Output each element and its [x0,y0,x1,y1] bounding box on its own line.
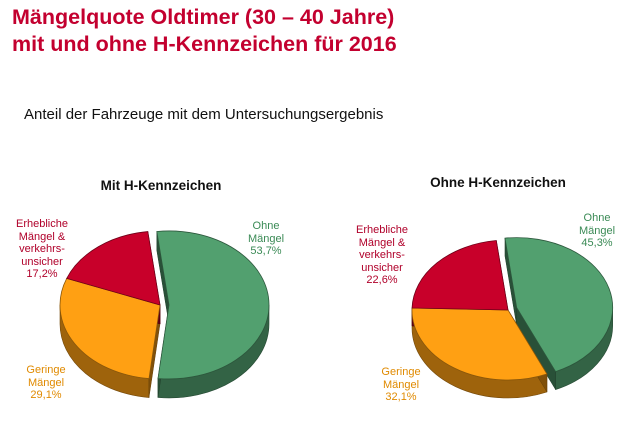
slice-label-line: Mängel [247,232,285,245]
slice-value: 22,6% [366,274,398,286]
slice-label-line: Geringe [381,366,421,378]
page-title: Mängelquote Oldtimer (30 – 40 Jahre) mit… [12,4,397,58]
pie-tops [411,237,614,381]
chart-subtitle: Anteil der Fahrzeuge mit dem Untersuchun… [24,106,384,123]
slice-value: 17,2% [26,268,58,280]
chart-title-mit-h: Mit H-Kennzeichen [100,178,222,193]
pie-slice-geringe [411,307,548,381]
title-line-1: Mängelquote Oldtimer (30 – 40 Jahre) [12,5,395,29]
slice-label-line: Ohne [252,220,280,232]
slice-label-line: Erhebliche [356,224,408,236]
slice-label-ohne-maengel: Ohne Mängel 45,3% [579,212,615,250]
slice-value: 29,1% [30,389,62,401]
title-line-2: mit und ohne H-Kennzeichen für 2016 [12,32,397,56]
slice-label-erhebliche-maengel: Erhebliche Mängel & verkehrs- unsicher 2… [356,224,408,287]
pie-slice-ohne [504,237,614,373]
slice-label-geringe-maengel: Geringe Mängel 29,1% [26,364,65,402]
slice-label-line: Mängel & [18,230,66,243]
chart-title-ohne-h: Ohne H-Kennzeichen [430,175,566,190]
pie-slice-ohne [156,230,270,380]
slice-value: 53,7% [250,245,282,257]
pie-slice-geringe [59,277,161,379]
slice-label-line: Mängel & [358,236,406,249]
slice-label-line: Erhebliche [16,218,68,230]
slice-value: 45,3% [581,237,613,249]
slice-label-erhebliche-maengel: Erhebliche Mängel & verkehrs- unsicher 1… [16,218,68,281]
slice-label-line: Mängel [578,224,616,237]
pie-tops [59,230,270,380]
slice-value: 32,1% [385,391,417,403]
slice-label-line: verkehrs- [359,249,405,261]
pie-slice-erhebliche [411,240,509,311]
slice-label-geringe-maengel: Geringe Mängel 32,1% [381,366,420,404]
pie-slice-erhebliche [66,231,161,306]
slice-label-line: unsicher [21,255,63,268]
slice-label-ohne-maengel: Ohne Mängel 53,7% [248,220,284,258]
slice-label-line: verkehrs- [19,243,65,255]
slice-label-line: Mängel [27,376,65,389]
slice-label-line: Geringe [26,364,66,376]
slice-label-line: Ohne [583,212,611,224]
slice-label-line: unsicher [361,261,403,274]
slice-label-line: Mängel [382,378,420,391]
